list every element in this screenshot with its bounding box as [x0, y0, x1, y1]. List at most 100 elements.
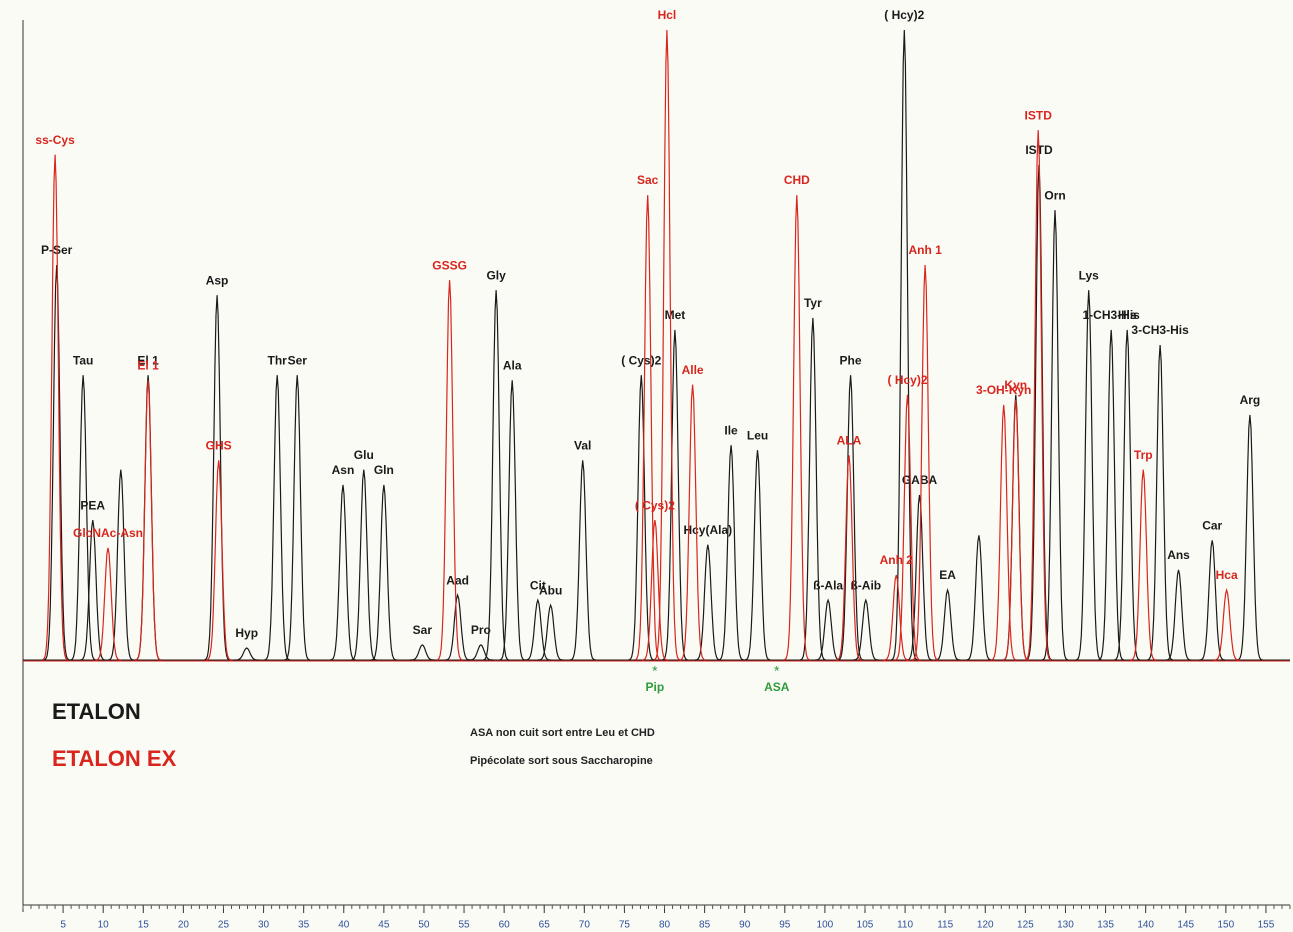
- x-tick-label: 135: [1097, 920, 1114, 931]
- x-tick-label: 5: [60, 920, 66, 931]
- peak-label: GHS: [206, 438, 232, 452]
- peak: [906, 494, 933, 661]
- peak-label: Aad: [446, 573, 469, 587]
- marker-label: ASA: [764, 680, 790, 694]
- x-tick-label: 145: [1177, 920, 1194, 931]
- peak-label: Glu: [354, 448, 374, 462]
- peak-label: Hcy(Ala): [683, 523, 732, 537]
- peak: [653, 29, 681, 661]
- marker-star: *: [652, 663, 658, 679]
- peak: [107, 469, 134, 661]
- peak-label: Tyr: [804, 296, 822, 310]
- peak-label: Val: [574, 438, 591, 452]
- x-tick-label: 100: [817, 920, 834, 931]
- legend-entry: ETALON: [52, 699, 141, 724]
- peak-label: Cit: [530, 578, 546, 592]
- peak: [883, 574, 910, 661]
- peak: [965, 535, 992, 661]
- peak: [661, 329, 688, 661]
- x-tick-label: 80: [659, 920, 671, 931]
- x-tick-label: 25: [218, 920, 230, 931]
- x-tick-label: 120: [977, 920, 994, 931]
- peak-label: Ans: [1167, 548, 1190, 562]
- marker-star: *: [774, 663, 780, 679]
- peak-label: Orn: [1044, 188, 1065, 202]
- peak: [330, 484, 356, 661]
- peak: [569, 460, 596, 661]
- peak-label: Arg: [1240, 393, 1261, 407]
- peak: [1025, 130, 1052, 661]
- peak-label: Hcl: [658, 8, 677, 22]
- peak: [537, 603, 564, 661]
- x-tick-label: 65: [539, 920, 551, 931]
- peak-label: 3-OH-Kyn: [976, 383, 1031, 397]
- peak: [1002, 399, 1029, 661]
- peak: [912, 264, 939, 661]
- peak-label: Phe: [840, 353, 862, 367]
- peak-label: ( Hcy)2: [884, 8, 924, 22]
- peak-label: Sac: [637, 173, 659, 187]
- peak: [284, 375, 311, 661]
- peak: [95, 547, 121, 661]
- x-tick-label: 70: [579, 920, 591, 931]
- x-tick-label: 30: [258, 920, 270, 931]
- peak: [1098, 329, 1125, 661]
- peak: [836, 455, 862, 661]
- peak-label: Car: [1202, 518, 1222, 532]
- peak-label: Tau: [73, 353, 93, 367]
- x-tick-label: 155: [1258, 920, 1275, 931]
- peak: [628, 375, 655, 661]
- x-tick-label: 35: [298, 920, 310, 931]
- peak-label: EA: [939, 568, 956, 582]
- x-tick-label: 40: [338, 920, 350, 931]
- peak: [409, 644, 436, 661]
- peak-label: El 1: [137, 353, 159, 367]
- peak-label: GSSG: [432, 258, 467, 272]
- peak: [79, 520, 106, 661]
- legend-entry: ETALON EX: [52, 746, 177, 771]
- x-tick-label: 85: [699, 920, 711, 931]
- peak-label: Ser: [288, 353, 308, 367]
- peak-label: Hyp: [235, 626, 258, 640]
- peak: [204, 295, 231, 661]
- peak-label: ALA: [837, 433, 862, 447]
- peak: [233, 647, 260, 661]
- x-tick-label: 60: [499, 920, 511, 931]
- peak-label: CHD: [784, 173, 810, 187]
- peak: [43, 264, 70, 661]
- peak: [499, 380, 526, 661]
- x-tick-label: 15: [138, 920, 150, 931]
- peak: [744, 450, 771, 661]
- x-tick-label: 125: [1017, 920, 1034, 931]
- peak-label: Gly: [486, 268, 506, 282]
- peak: [1075, 290, 1102, 661]
- peak-label: ss-Cys: [35, 133, 75, 147]
- x-tick-label: 105: [857, 920, 874, 931]
- peak-label: Asn: [332, 463, 355, 477]
- peak: [371, 484, 397, 661]
- peak: [436, 280, 463, 661]
- note: Pipécolate sort sous Saccharopine: [470, 755, 653, 767]
- peak: [641, 520, 668, 661]
- x-tick-label: 130: [1057, 920, 1074, 931]
- peak-label: Gln: [374, 463, 394, 477]
- peak: [718, 445, 745, 661]
- x-tick-label: 115: [937, 920, 953, 931]
- peak-label: Ala: [503, 358, 522, 372]
- peak-label: Ile: [724, 423, 738, 437]
- x-tick-label: 140: [1137, 920, 1154, 931]
- peak-label: Hca: [1216, 568, 1238, 582]
- x-tick-label: 55: [458, 920, 470, 931]
- peak-label: Anh 2: [880, 553, 914, 567]
- peak-label: Abu: [539, 583, 562, 597]
- peak-label: Met: [665, 308, 686, 322]
- peak-label: Pro: [471, 623, 491, 637]
- peak-label: 1-CH3-His: [1082, 308, 1140, 322]
- peak-label: ( Hcy)2: [887, 373, 927, 387]
- peak: [852, 598, 879, 661]
- peak-label: Anh 1: [908, 243, 942, 257]
- peak: [1236, 414, 1263, 661]
- peak-label: PEA: [80, 498, 105, 512]
